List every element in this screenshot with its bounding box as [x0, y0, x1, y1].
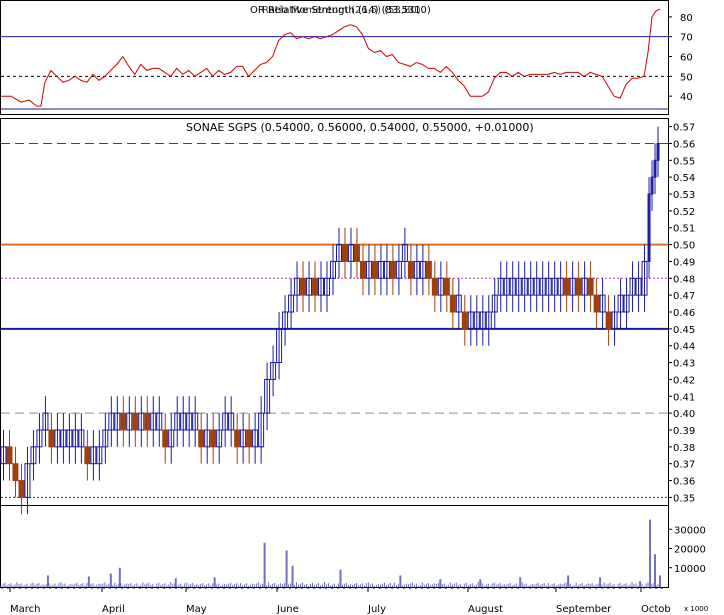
price-panel-frame	[0, 118, 669, 506]
price-tick-label: 0.35	[673, 493, 695, 504]
volume-spike-bar	[639, 581, 642, 587]
volume-spike-bar	[174, 578, 177, 587]
volume-tick-label: 10000	[674, 564, 706, 575]
price-tick-label: 0.45	[673, 325, 695, 336]
volume-tick-label: 20000	[674, 545, 706, 556]
volume-spike-bar	[599, 577, 602, 587]
volume-spike-bar	[213, 577, 216, 587]
axes-layer: 40 50 60 70 80 0.35 0.36 0.37 0.38 0.39 0.40 0.41 0.…	[1, 13, 706, 615]
volume-spike-bar	[654, 554, 657, 587]
volume-spike-bar	[285, 550, 288, 587]
rsi-title-b: Ratio Momentum (26,5) (53,80)	[262, 5, 421, 16]
volume-spike-bar	[659, 575, 662, 587]
rsi-series-line	[1, 8, 661, 107]
price-tick-label: 0.55	[673, 156, 695, 167]
price-tick-label: 0.56	[673, 139, 695, 150]
rsi-tick-label: 70	[680, 33, 693, 44]
rsi-tick-label: 80	[680, 13, 693, 24]
volume-spike-bar	[649, 519, 652, 587]
volume-tick-label: 30000	[674, 525, 706, 536]
price-tick-label: 0.43	[673, 359, 695, 370]
month-label: Octob	[641, 604, 671, 615]
price-tick-label: 0.52	[673, 207, 695, 218]
volume-spike-bar	[439, 579, 442, 587]
price-tick-label: 0.40	[673, 409, 695, 420]
volume-spike-bar	[399, 575, 402, 587]
month-label: April	[102, 604, 125, 615]
price-tick-label: 0.38	[673, 443, 695, 454]
month-label: June	[276, 604, 299, 615]
volume-spike-bar	[291, 565, 294, 587]
price-layer	[0, 126, 668, 515]
price-tick-label: 0.44	[673, 342, 695, 353]
rsi-panel-frame	[0, 0, 669, 115]
volume-spike-bar	[519, 577, 522, 587]
price-tick-label: 0.41	[673, 392, 695, 403]
price-tick-label: 0.51	[673, 224, 695, 235]
volume-spike-bar	[263, 542, 266, 587]
price-tick-label: 0.57	[673, 123, 695, 134]
price-tick-label: 0.36	[673, 477, 695, 488]
price-tick-label: 0.39	[673, 426, 695, 437]
month-label: May	[186, 604, 207, 615]
volume-spike-bar	[479, 579, 482, 587]
month-label: September	[556, 604, 612, 615]
volume-panel-frame	[0, 505, 669, 588]
price-tick-label: 0.49	[673, 257, 695, 268]
price-tick-label: 0.42	[673, 375, 695, 386]
rsi-tick-label: 50	[680, 72, 693, 83]
volume-layer	[0, 519, 662, 587]
price-tick-label: 0.46	[673, 308, 695, 319]
volume-spike-bar	[46, 575, 49, 587]
rsi-tick-label: 60	[680, 53, 693, 64]
price-tick-label: 0.50	[673, 241, 695, 252]
month-label: July	[367, 604, 386, 615]
rsi-title-a: OR Relative Strength (14) (83.5310)	[250, 5, 431, 16]
volume-spike-bar	[87, 576, 90, 587]
month-label: August	[468, 604, 503, 615]
price-tick-label: 0.37	[673, 460, 695, 471]
volume-spike-bar	[109, 573, 112, 587]
price-tick-label: 0.48	[673, 274, 695, 285]
price-tick-label: 0.54	[673, 173, 695, 184]
month-label: March	[10, 604, 40, 615]
rsi-layer	[1, 8, 668, 110]
rsi-tick-label: 40	[680, 92, 693, 103]
volume-spike-bar	[339, 569, 342, 587]
volume-unit-label: x 1000	[684, 605, 708, 613]
volume-spike-bar	[567, 575, 570, 587]
volume-spike-bar	[118, 567, 121, 587]
price-tick-label: 0.53	[673, 190, 695, 201]
price-title: SONAE SGPS (0.54000, 0.56000, 0.54000, 0…	[186, 121, 534, 134]
price-tick-label: 0.47	[673, 291, 695, 302]
